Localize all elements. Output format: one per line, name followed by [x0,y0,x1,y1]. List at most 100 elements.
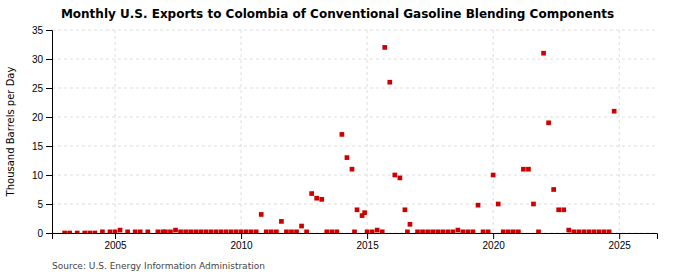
point [597,229,602,233]
point [100,229,105,233]
y-tick-label: 5 [37,199,43,210]
point [546,120,551,125]
point [239,229,244,233]
y-tick-label: 35 [32,25,44,36]
point [420,229,425,233]
point [405,229,410,233]
point [259,212,264,217]
point [219,229,224,233]
point [380,229,385,233]
point [173,228,178,233]
annotation: Source: U.S. Energy Information Administ… [52,261,265,271]
y-grid-line [52,88,657,89]
point [461,229,466,233]
point [440,229,445,233]
point [113,229,118,233]
y-grid-line [52,175,657,176]
point [511,229,516,233]
x-tick-mark [241,233,242,239]
point [294,229,299,233]
point [476,203,481,208]
y-tick: 25 [32,83,52,94]
point [118,228,123,233]
point [398,176,403,181]
point [145,229,150,233]
point [571,229,576,233]
point [208,229,213,233]
point [496,202,501,207]
y-tick: 5 [37,199,52,210]
point [193,229,198,233]
point [551,187,556,192]
title: Monthly U.S. Exports to Colombia of Conv… [61,7,614,21]
point [506,229,511,233]
point [387,80,392,85]
point [198,229,203,233]
x-grid-line [115,30,116,233]
y-grid-line [52,117,657,118]
point [254,229,259,233]
y-tick-mark [46,146,52,147]
point [382,45,387,50]
y-tick: 10 [32,170,52,181]
y-tick-label: 20 [32,112,44,123]
point [531,202,536,207]
point [203,229,208,233]
y-tick-mark [46,117,52,118]
point [62,231,67,233]
point [234,229,239,233]
y-tick-mark [46,204,52,205]
point [408,222,413,227]
point [375,228,380,233]
y-tick-label: 0 [37,228,43,239]
x-tick: 2025 [609,233,632,251]
point [75,231,80,233]
point [138,229,143,233]
x-tick: 2020 [483,233,506,251]
y-tick: 20 [32,112,52,123]
point [279,219,284,224]
point [274,229,279,233]
point [133,229,138,233]
point [425,229,430,233]
points [62,45,616,233]
x-tick-label: 2025 [609,240,632,251]
plot-area: 2005201020152020202505101520253035 [32,25,658,251]
point [612,109,617,114]
point [224,229,229,233]
x-tick-label: 2010 [230,240,253,251]
chart: 2005201020152020202505101520253035Monthl… [0,0,675,275]
y-axis-line [46,31,53,234]
x-tick-mark [115,233,116,239]
point [577,229,582,233]
point [430,229,435,233]
point [299,224,304,229]
point [466,229,471,233]
x-grid-line [619,30,620,233]
point [350,167,355,172]
x-tick: 2010 [230,233,253,251]
point [244,229,249,233]
y-grid-line [52,59,657,60]
point [403,207,408,212]
y-tick-mark [46,175,52,176]
point [340,132,345,137]
point [521,167,526,172]
y-tick: 35 [32,25,52,36]
point [365,229,370,233]
point [156,229,161,233]
y-axis-title: Thousand Barrels per Day [5,67,16,198]
y-tick-label: 15 [32,141,44,152]
point [582,229,587,233]
x-tick-mark [367,233,368,239]
x-grid-line [241,30,242,233]
x-tick: 2005 [104,233,127,251]
y-axis: 05101520253035 [32,25,53,239]
point [304,229,309,233]
point [516,229,521,233]
point [324,229,329,233]
point [319,197,324,202]
y-tick-mark [46,233,52,234]
y-grid-line [52,146,657,147]
grid [52,30,657,233]
